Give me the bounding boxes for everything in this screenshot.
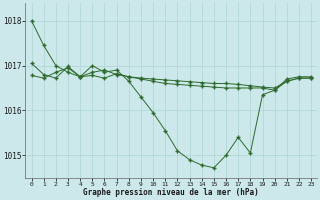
X-axis label: Graphe pression niveau de la mer (hPa): Graphe pression niveau de la mer (hPa) (84, 188, 259, 197)
